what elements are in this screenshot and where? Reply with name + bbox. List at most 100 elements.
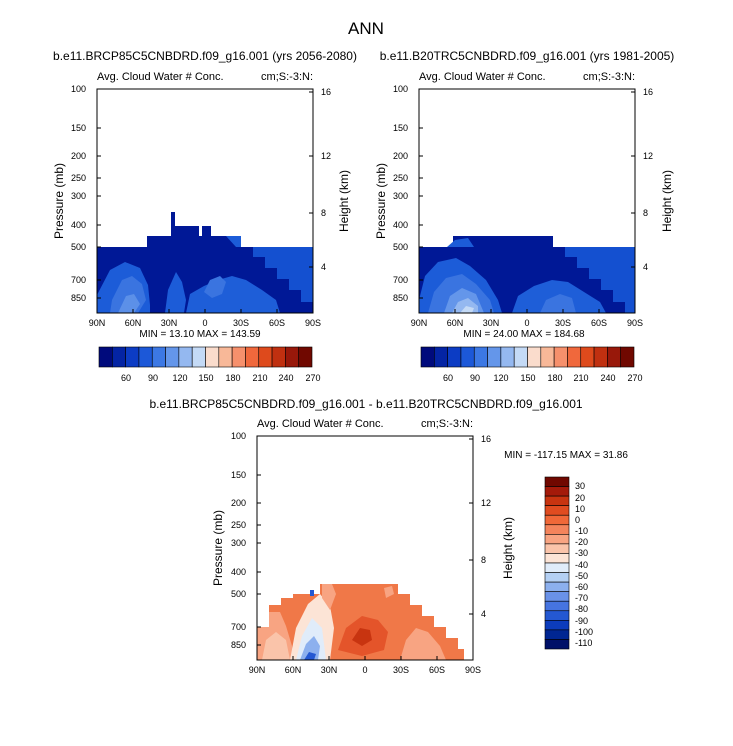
- colorbar-swatch: [544, 629, 570, 640]
- colorbar: [420, 346, 635, 368]
- colorbar-swatch: [420, 346, 435, 368]
- diff-contour: [352, 628, 372, 646]
- colorbar-swatch: [544, 505, 570, 516]
- contour-wing: [540, 294, 576, 313]
- colorbar-swatch: [513, 346, 528, 368]
- y-tick-label: 700: [71, 275, 86, 285]
- colorbar-swatch: [544, 600, 570, 612]
- colorbar-swatch: [178, 346, 193, 368]
- y-right-tick-label: 4: [643, 262, 648, 272]
- y-tick-label: 700: [393, 275, 408, 285]
- colorbar-label: -70: [575, 593, 588, 603]
- colorbar-swatch: [540, 346, 555, 368]
- colorbar-label: -20: [575, 537, 588, 547]
- colorbar-label: 10: [575, 504, 585, 514]
- y-right-tick-label: 8: [321, 208, 326, 218]
- x-tick-label: 60N: [125, 318, 142, 328]
- colorbar-label: 0: [575, 515, 580, 525]
- x-tick-label: 60S: [269, 318, 285, 328]
- panel-title: b.e11.BRCP85C5CNBDRD.f09_g16.001 - b.e11…: [149, 397, 582, 411]
- panel-subtitle-right: cm;S:-3:N:: [261, 71, 313, 83]
- colorbar-swatch: [138, 346, 153, 368]
- colorbar-label: -80: [575, 604, 588, 614]
- y-tick-label: 300: [231, 538, 246, 548]
- panel-difference: b.e11.BRCP85C5CNBDRD.f09_g16.001 - b.e11…: [149, 397, 628, 675]
- diff-contour: [304, 652, 316, 660]
- colorbar-swatch: [620, 346, 635, 368]
- y-tick-label: 150: [71, 123, 86, 133]
- colorbar-label: 60: [443, 373, 453, 383]
- y-right-tick-label: 8: [481, 555, 486, 565]
- colorbar-swatch: [544, 514, 570, 526]
- y-tick-label: 250: [231, 520, 246, 530]
- y-tick-label: 100: [393, 84, 408, 94]
- y-right-tick-label: 12: [321, 151, 331, 161]
- colorbar-swatch: [447, 346, 462, 368]
- panel-subtitle-left: Avg. Cloud Water # Conc.: [419, 71, 546, 83]
- colorbar-label: 30: [575, 481, 585, 491]
- panel-subtitle-right: cm;S:-3:N:: [421, 418, 473, 430]
- y-tick-label: 700: [231, 622, 246, 632]
- panel-20thc: b.e11.B20TRC5CNBDRD.f09_g16.001 (yrs 198…: [374, 49, 674, 383]
- diff-contour: [384, 586, 394, 598]
- colorbar-swatch: [544, 610, 570, 621]
- colorbar-label: 270: [305, 373, 320, 383]
- y-tick-label: 400: [71, 220, 86, 230]
- colorbar-swatch: [500, 346, 515, 368]
- contour-core: [460, 306, 474, 313]
- x-tick-label: 90S: [627, 318, 643, 328]
- x-tick-label: 60N: [285, 665, 302, 675]
- colorbar-swatch: [544, 495, 570, 506]
- colorbar-swatch: [191, 346, 206, 368]
- y-tick-label: 250: [393, 173, 408, 183]
- x-tick-label: 90N: [249, 665, 266, 675]
- x-tick-label: 0: [362, 665, 367, 675]
- colorbar-label: 90: [148, 373, 158, 383]
- colorbar-label: -60: [575, 582, 588, 592]
- panel-title: b.e11.B20TRC5CNBDRD.f09_g16.001 (yrs 198…: [380, 49, 675, 63]
- y-tick-label: 850: [393, 293, 408, 303]
- diff-contour: [400, 628, 446, 660]
- panel-subtitle-left: Avg. Cloud Water # Conc.: [97, 71, 224, 83]
- contour-field: [257, 584, 464, 660]
- y-tick-label: 100: [71, 84, 86, 94]
- y-tick-label: 500: [393, 242, 408, 252]
- colorbar-swatch: [487, 346, 502, 368]
- colorbar-label: -10: [575, 526, 588, 536]
- y-right-tick-label: 4: [321, 262, 326, 272]
- colorbar-swatch: [544, 476, 570, 487]
- y-right-tick-label: 12: [481, 498, 491, 508]
- x-tick-label: 90S: [465, 665, 481, 675]
- y-tick-label: 200: [71, 151, 86, 161]
- panel-subtitle-right: cm;S:-3:N:: [583, 71, 635, 83]
- contour-field: [97, 212, 313, 313]
- colorbar-label: 120: [493, 373, 508, 383]
- colorbar-swatch: [607, 346, 621, 368]
- colorbar-swatch: [544, 572, 570, 583]
- contour-sfc: [118, 294, 140, 313]
- x-tick-label: 90N: [411, 318, 428, 328]
- colorbar-label: -100: [575, 627, 593, 637]
- colorbar-label: 20: [575, 493, 585, 503]
- colorbar-labels: 60 90 120 150 180 210 240 270: [443, 373, 643, 383]
- colorbar-swatch: [285, 346, 299, 368]
- colorbar-swatch: [544, 620, 570, 631]
- colorbar-swatch: [544, 562, 570, 573]
- contour-upper: [447, 238, 474, 247]
- panel-rcp85: b.e11.BRCP85C5CNBDRD.f09_g16.001 (yrs 20…: [52, 49, 357, 383]
- colorbar-swatch: [527, 346, 542, 368]
- colorbar-swatch: [544, 639, 570, 650]
- y-tick-label: 500: [231, 589, 246, 599]
- colorbar-label: -90: [575, 616, 588, 626]
- colorbar-label: -30: [575, 548, 588, 558]
- x-tick-label: 60S: [429, 665, 445, 675]
- colorbar-swatch: [580, 346, 595, 368]
- y-tick-label: 200: [231, 498, 246, 508]
- y-tick-label: 150: [231, 470, 246, 480]
- y-axis-label: Pressure (mb): [52, 163, 66, 239]
- colorbar-swatch: [544, 543, 570, 554]
- colorbar-swatch: [125, 346, 140, 368]
- x-tick-label: 90N: [89, 318, 106, 328]
- x-tick-label: 30N: [483, 318, 500, 328]
- colorbar-swatch: [112, 346, 126, 368]
